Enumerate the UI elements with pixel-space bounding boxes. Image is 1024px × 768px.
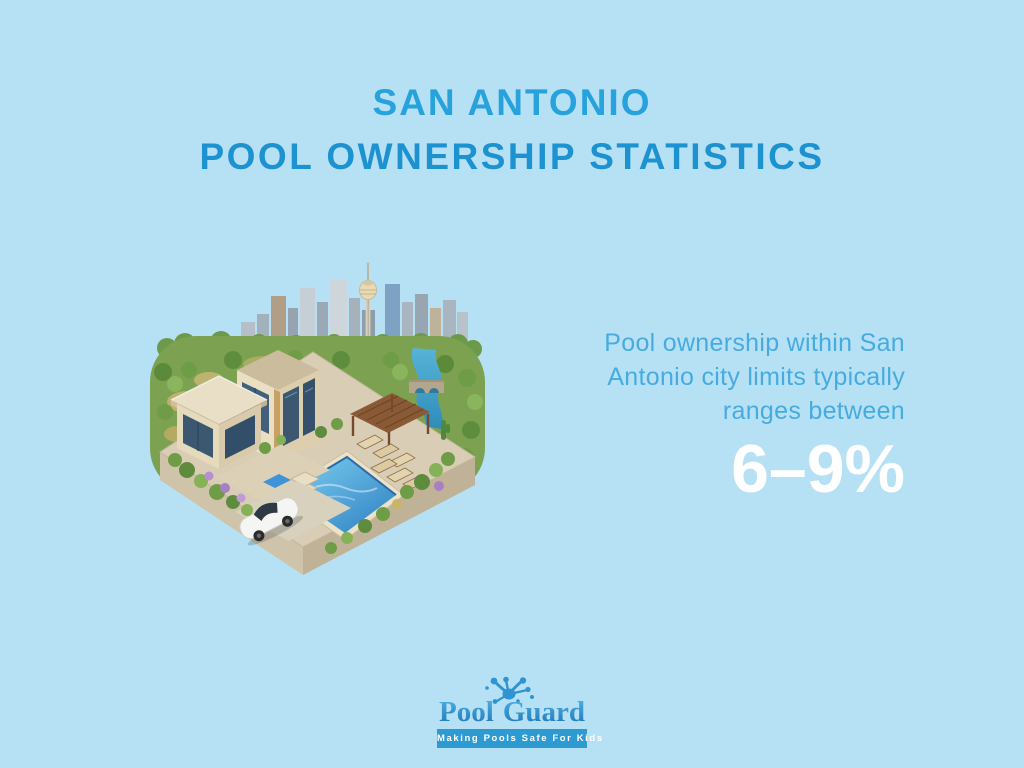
pool-guard-logo: Pool Guard Making Pools Safe For Kids [437, 676, 602, 748]
stat-block: Pool ownership within San Antonio city l… [445, 326, 905, 504]
white-car [239, 497, 304, 546]
stat-description-line-3: ranges between [722, 397, 905, 425]
logo-tagline-banner: Making Pools Safe For Kids [437, 729, 602, 748]
stat-description-line-2: Antonio city limits typically [607, 363, 905, 391]
pool-guard-logo-mark: Pool Guard [439, 676, 585, 728]
isometric-villa-pool-illustration [150, 262, 485, 575]
pool-towel [263, 474, 291, 488]
stone-bridge [409, 380, 444, 393]
water-splash-icon [485, 676, 534, 704]
cactus [441, 420, 446, 440]
brand-word-guard: Guard [503, 696, 585, 728]
title-line-1: SAN ANTONIO [372, 82, 652, 123]
brand-word-pool: Pool [439, 696, 494, 728]
stat-description: Pool ownership within San Antonio city l… [445, 326, 905, 428]
tower-of-the-americas [359, 262, 377, 356]
title-line-2: POOL OWNERSHIP STATISTICS [199, 136, 825, 177]
hero-illustration [145, 252, 490, 577]
stat-description-line-1: Pool ownership within San [604, 329, 905, 357]
page-title: SAN ANTONIO POOL OWNERSHIP STATISTICS [0, 76, 1024, 184]
garden-plants [168, 418, 455, 554]
stat-value: 6–9% [731, 431, 905, 507]
